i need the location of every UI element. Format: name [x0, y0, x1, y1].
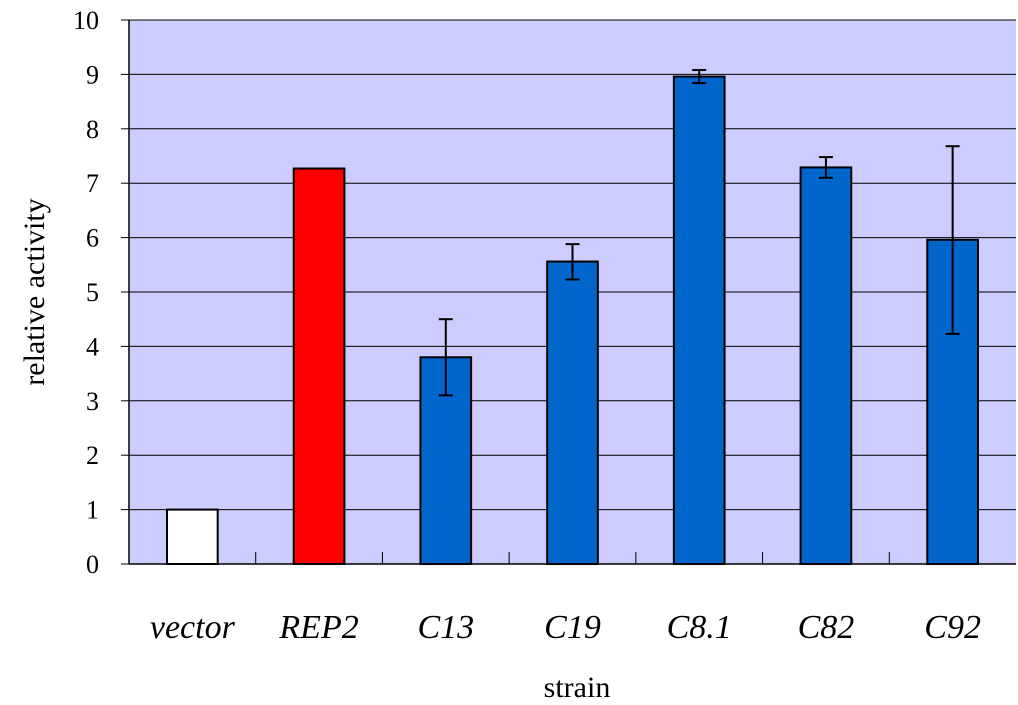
error-bar-c82 — [818, 156, 833, 179]
axes — [121, 19, 1016, 565]
bar-c19 — [546, 260, 599, 565]
y-tick-label: 7 — [86, 169, 99, 198]
category-label: REP2 — [278, 609, 358, 646]
bar-c82 — [799, 166, 853, 565]
category-labels: vector REP2 C13 C19 C8.1 C82 C92 — [150, 609, 981, 646]
y-tick-label: 4 — [86, 332, 99, 361]
error-bars — [438, 69, 960, 397]
y-tick-label: 6 — [86, 224, 99, 253]
y-tick-labels: 0 1 2 3 4 5 6 7 8 9 10 — [73, 6, 99, 579]
category-label: C8.1 — [667, 609, 732, 646]
error-bar-c8-1 — [692, 69, 707, 85]
y-tick-label: 2 — [86, 441, 99, 470]
error-bar-c92 — [945, 145, 960, 335]
y-tick-label: 0 — [86, 550, 99, 579]
category-label: C13 — [417, 609, 474, 646]
y-tick-label: 9 — [86, 60, 99, 89]
category-label: C92 — [924, 609, 981, 646]
error-bar-c19 — [565, 243, 580, 281]
bar-vector — [166, 508, 219, 566]
y-tick-label: 5 — [86, 278, 99, 307]
y-tick-label: 10 — [73, 6, 99, 35]
category-label: vector — [150, 609, 236, 646]
y-tick-label: 1 — [86, 496, 99, 525]
y-tick-label: 8 — [86, 115, 99, 144]
category-label: C19 — [544, 609, 601, 646]
category-label: C82 — [798, 609, 855, 646]
bar-rep2 — [292, 167, 346, 565]
y-tick-label: 3 — [86, 387, 99, 416]
bar-c8-1 — [672, 75, 726, 566]
y-axis-title: relative activity — [18, 198, 51, 385]
x-axis-title: strain — [544, 671, 611, 704]
error-bar-c13 — [438, 318, 453, 397]
